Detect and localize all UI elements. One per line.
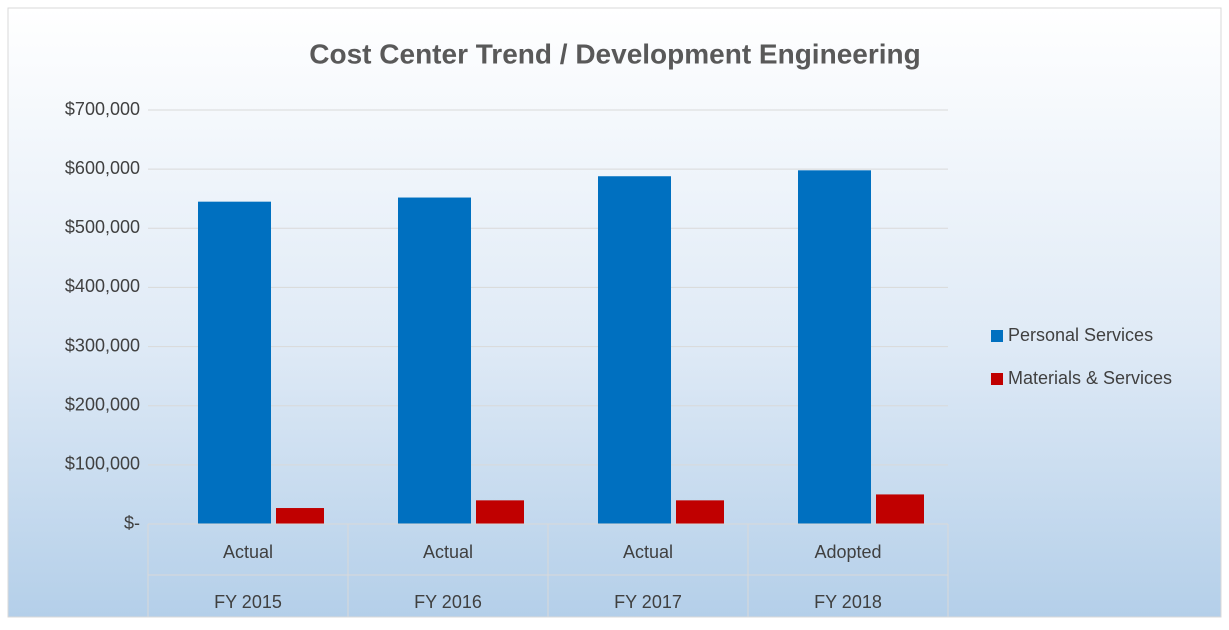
y-tick-label: $400,000: [65, 276, 140, 296]
bar: [476, 500, 524, 524]
x-tick-label: Actual: [623, 542, 673, 562]
chart-title: Cost Center Trend / Development Engineer…: [309, 38, 920, 69]
x-tick-label: Adopted: [814, 542, 881, 562]
x-group-label: FY 2016: [414, 592, 482, 612]
x-tick-label: Actual: [223, 542, 273, 562]
y-tick-label: $200,000: [65, 394, 140, 414]
x-group-label: FY 2015: [214, 592, 282, 612]
legend-label: Personal Services: [1008, 325, 1153, 345]
bar: [676, 500, 724, 524]
y-tick-label: $100,000: [65, 454, 140, 474]
x-group-label: FY 2017: [614, 592, 682, 612]
y-tick-label: $700,000: [65, 99, 140, 119]
bar: [398, 197, 471, 524]
bar: [876, 494, 924, 524]
y-tick-label: $300,000: [65, 335, 140, 355]
x-tick-label: Actual: [423, 542, 473, 562]
bar: [276, 508, 324, 524]
legend-label: Materials & Services: [1008, 368, 1172, 388]
bar: [198, 201, 271, 524]
bar: [598, 176, 671, 525]
legend-swatch: [991, 330, 1003, 342]
y-tick-label: $600,000: [65, 158, 140, 178]
x-group-label: FY 2018: [814, 592, 882, 612]
y-tick-label: $500,000: [65, 217, 140, 237]
y-tick-label: $-: [124, 513, 140, 533]
bar: [798, 170, 871, 524]
legend-swatch: [991, 373, 1003, 385]
